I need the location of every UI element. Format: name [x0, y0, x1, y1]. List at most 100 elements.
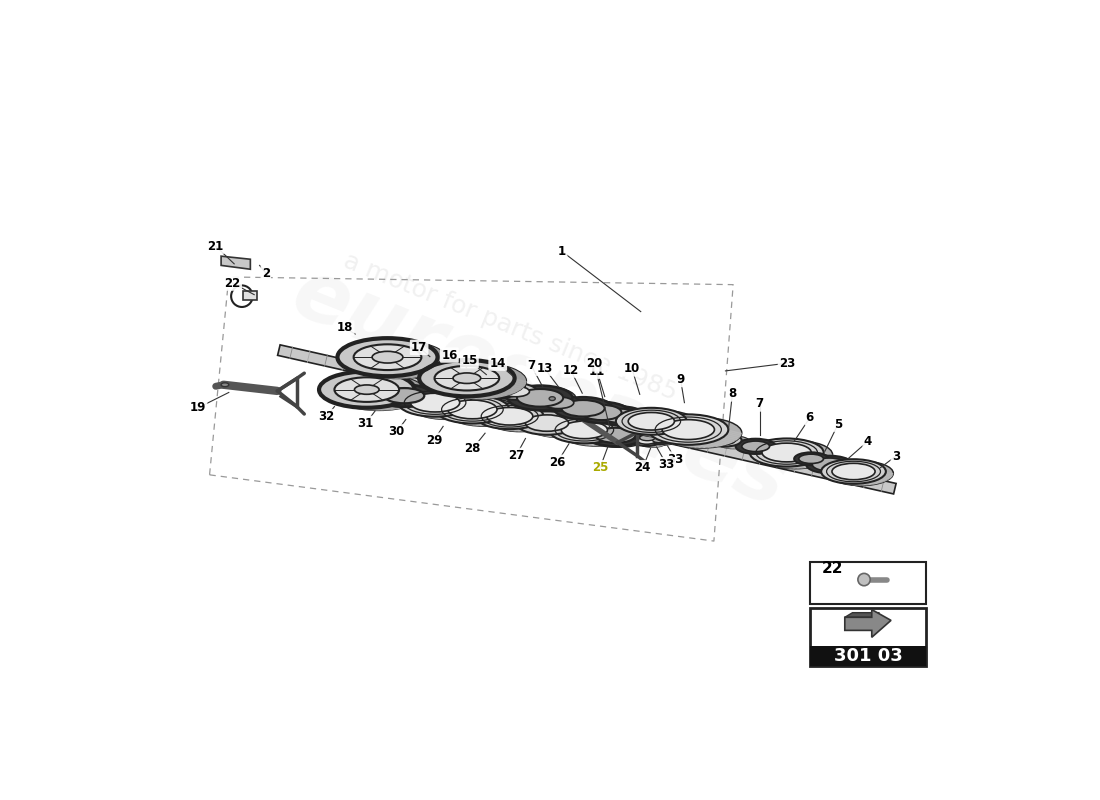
Polygon shape [842, 483, 852, 485]
Ellipse shape [750, 438, 824, 466]
Polygon shape [657, 434, 672, 438]
Polygon shape [726, 446, 738, 449]
Polygon shape [604, 440, 618, 444]
Ellipse shape [408, 363, 451, 379]
Polygon shape [616, 422, 628, 427]
Polygon shape [490, 394, 506, 397]
Polygon shape [406, 374, 421, 378]
Polygon shape [418, 415, 432, 418]
Polygon shape [636, 444, 644, 446]
Polygon shape [540, 420, 552, 424]
Ellipse shape [736, 438, 776, 454]
Polygon shape [326, 399, 341, 403]
Polygon shape [399, 406, 411, 410]
Polygon shape [494, 392, 509, 396]
Polygon shape [385, 376, 400, 378]
Polygon shape [504, 429, 518, 432]
Polygon shape [632, 442, 639, 444]
Ellipse shape [502, 386, 529, 397]
Ellipse shape [516, 411, 578, 434]
Polygon shape [509, 410, 520, 414]
Polygon shape [429, 417, 444, 419]
Polygon shape [571, 429, 586, 433]
Ellipse shape [578, 402, 632, 424]
Polygon shape [845, 483, 856, 486]
Ellipse shape [378, 386, 438, 408]
Ellipse shape [448, 400, 497, 418]
Text: 12: 12 [562, 363, 579, 377]
Polygon shape [455, 414, 470, 417]
Ellipse shape [759, 441, 833, 469]
Ellipse shape [595, 406, 645, 426]
Polygon shape [522, 430, 538, 434]
Polygon shape [321, 395, 336, 400]
Polygon shape [474, 423, 490, 426]
Polygon shape [476, 419, 488, 423]
Polygon shape [411, 373, 426, 377]
Polygon shape [351, 370, 365, 374]
Polygon shape [508, 429, 522, 432]
Polygon shape [621, 428, 635, 432]
Polygon shape [777, 466, 790, 469]
Polygon shape [654, 445, 662, 446]
Polygon shape [436, 411, 448, 415]
Polygon shape [499, 418, 513, 422]
Polygon shape [433, 417, 449, 419]
Ellipse shape [512, 386, 576, 411]
Polygon shape [426, 387, 441, 392]
Polygon shape [329, 401, 344, 405]
Polygon shape [430, 365, 443, 370]
Polygon shape [496, 419, 510, 423]
Ellipse shape [553, 397, 613, 419]
Ellipse shape [436, 395, 509, 423]
Polygon shape [419, 378, 431, 383]
Polygon shape [682, 427, 695, 431]
Polygon shape [874, 480, 884, 482]
Polygon shape [532, 395, 543, 398]
Polygon shape [452, 421, 466, 425]
Polygon shape [494, 391, 503, 395]
Polygon shape [879, 478, 889, 481]
Ellipse shape [543, 397, 574, 409]
Polygon shape [886, 471, 893, 474]
Polygon shape [384, 406, 402, 410]
Ellipse shape [574, 402, 629, 423]
Polygon shape [455, 422, 470, 425]
Polygon shape [355, 372, 370, 375]
Polygon shape [568, 430, 583, 434]
Polygon shape [822, 473, 829, 476]
Text: 25: 25 [592, 461, 608, 474]
Polygon shape [683, 426, 696, 430]
Polygon shape [464, 410, 478, 414]
Polygon shape [649, 431, 662, 436]
Polygon shape [594, 442, 608, 446]
Polygon shape [833, 481, 843, 483]
Ellipse shape [590, 425, 649, 447]
Polygon shape [851, 484, 862, 486]
Polygon shape [862, 483, 873, 485]
Polygon shape [491, 427, 504, 430]
Ellipse shape [637, 438, 656, 444]
Polygon shape [483, 424, 496, 428]
Polygon shape [751, 457, 762, 461]
Polygon shape [674, 430, 689, 434]
Polygon shape [536, 393, 546, 396]
Polygon shape [757, 461, 769, 464]
Polygon shape [374, 375, 389, 378]
Polygon shape [514, 400, 526, 402]
Ellipse shape [537, 394, 580, 411]
Ellipse shape [662, 420, 715, 439]
Polygon shape [685, 424, 697, 428]
Polygon shape [673, 444, 691, 447]
Ellipse shape [549, 397, 556, 401]
Polygon shape [732, 446, 742, 448]
Polygon shape [484, 394, 502, 398]
Polygon shape [881, 477, 890, 480]
Text: 301 03: 301 03 [834, 646, 902, 665]
Ellipse shape [600, 407, 649, 426]
Ellipse shape [508, 386, 572, 410]
Polygon shape [848, 484, 859, 486]
Polygon shape [543, 416, 554, 420]
Polygon shape [877, 479, 887, 482]
Ellipse shape [832, 463, 876, 480]
